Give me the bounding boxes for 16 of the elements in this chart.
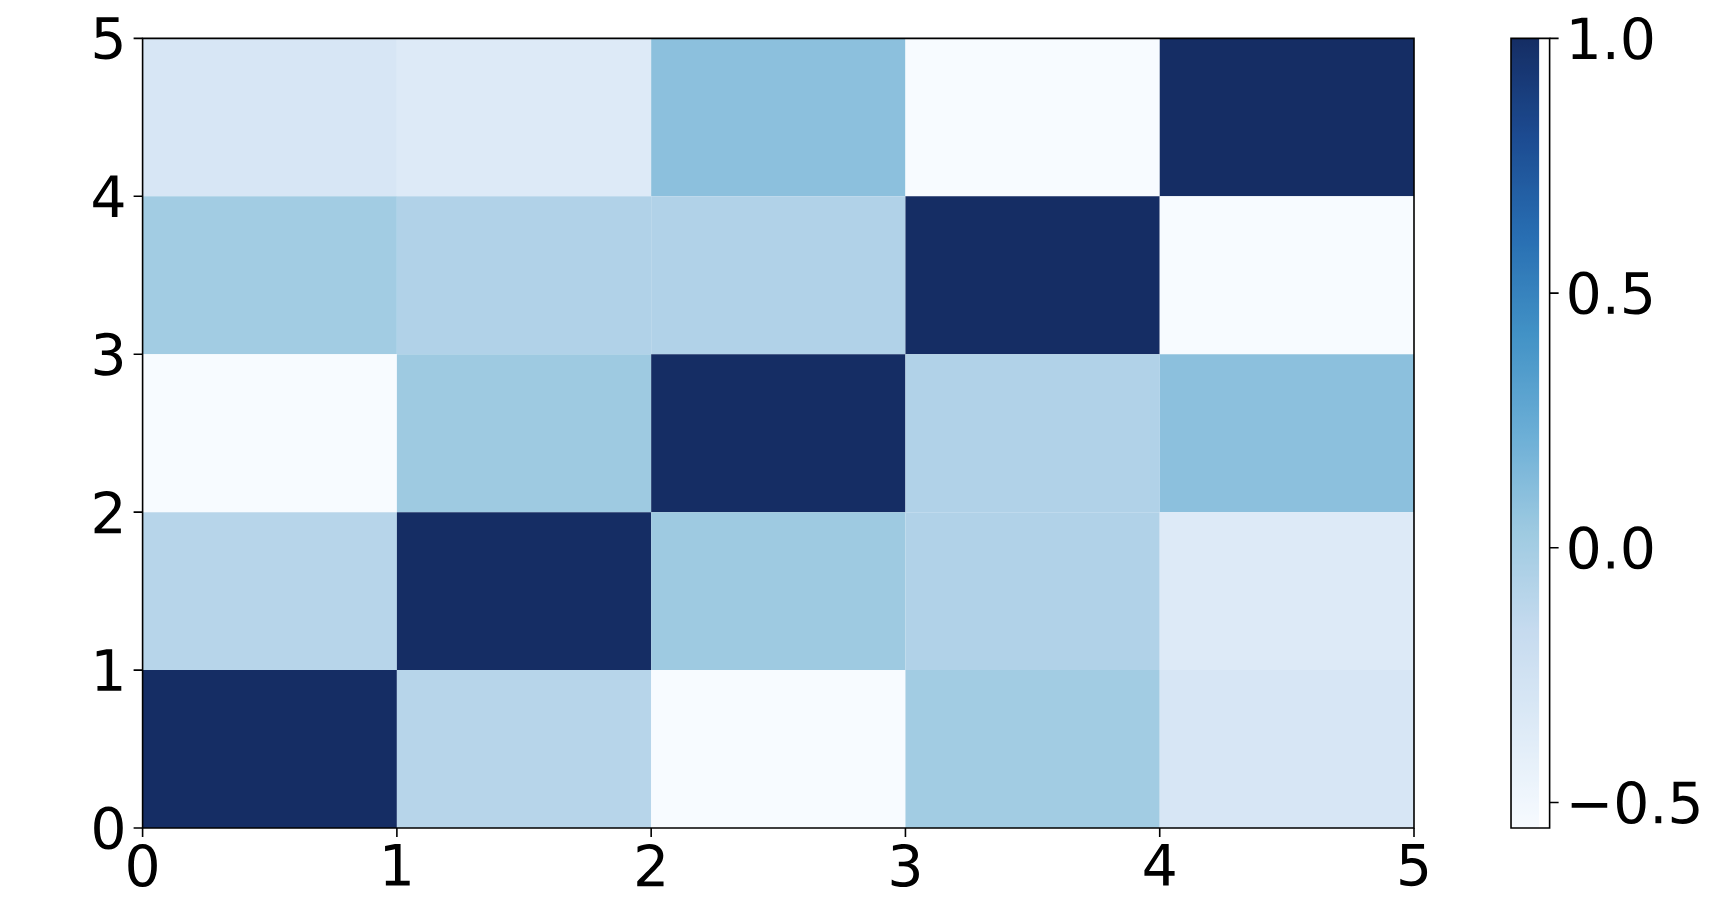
x-tick-label: 3	[891, 844, 919, 887]
color-bar-label: 0.0	[1569, 526, 1653, 570]
y-tick-label: 4	[93, 175, 124, 218]
x-tick-label: 5	[1400, 844, 1428, 887]
y-tick-label: 5	[94, 17, 122, 60]
color-bar-label: −0.5	[1571, 781, 1699, 825]
x-tick-label: 0	[128, 844, 157, 887]
x-tick-label: 1	[385, 844, 410, 886]
color-bar-label: 1.0	[1571, 16, 1653, 60]
y-tick-label: 1	[96, 649, 122, 691]
x-tick-label: 4	[1144, 844, 1175, 886]
y-tick-label: 2	[94, 491, 121, 534]
y-tick-label: 3	[94, 332, 123, 376]
x-tick-label: 2	[637, 844, 664, 887]
y-tick-label: 0	[94, 806, 123, 850]
color-bar-label: 0.5	[1569, 271, 1651, 315]
